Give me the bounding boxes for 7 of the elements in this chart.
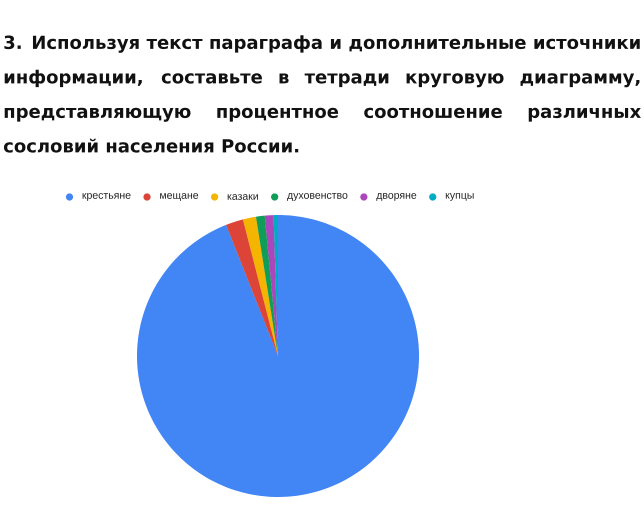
legend-label: мещане bbox=[160, 193, 198, 201]
legend-label: купцы bbox=[446, 193, 474, 201]
legend-label: духовенство bbox=[287, 193, 348, 201]
legend-label: крестьяне bbox=[82, 193, 131, 201]
legend-label: казаки bbox=[228, 194, 258, 200]
chart-title: 3. Используя текст параграфа и дополнительные источники информации, составьте в тетради круговую диаграмму, представляющую процентное соотношение различных сословий населения России. bbox=[4, 35, 641, 153]
legend-label: дворяне bbox=[376, 193, 416, 201]
